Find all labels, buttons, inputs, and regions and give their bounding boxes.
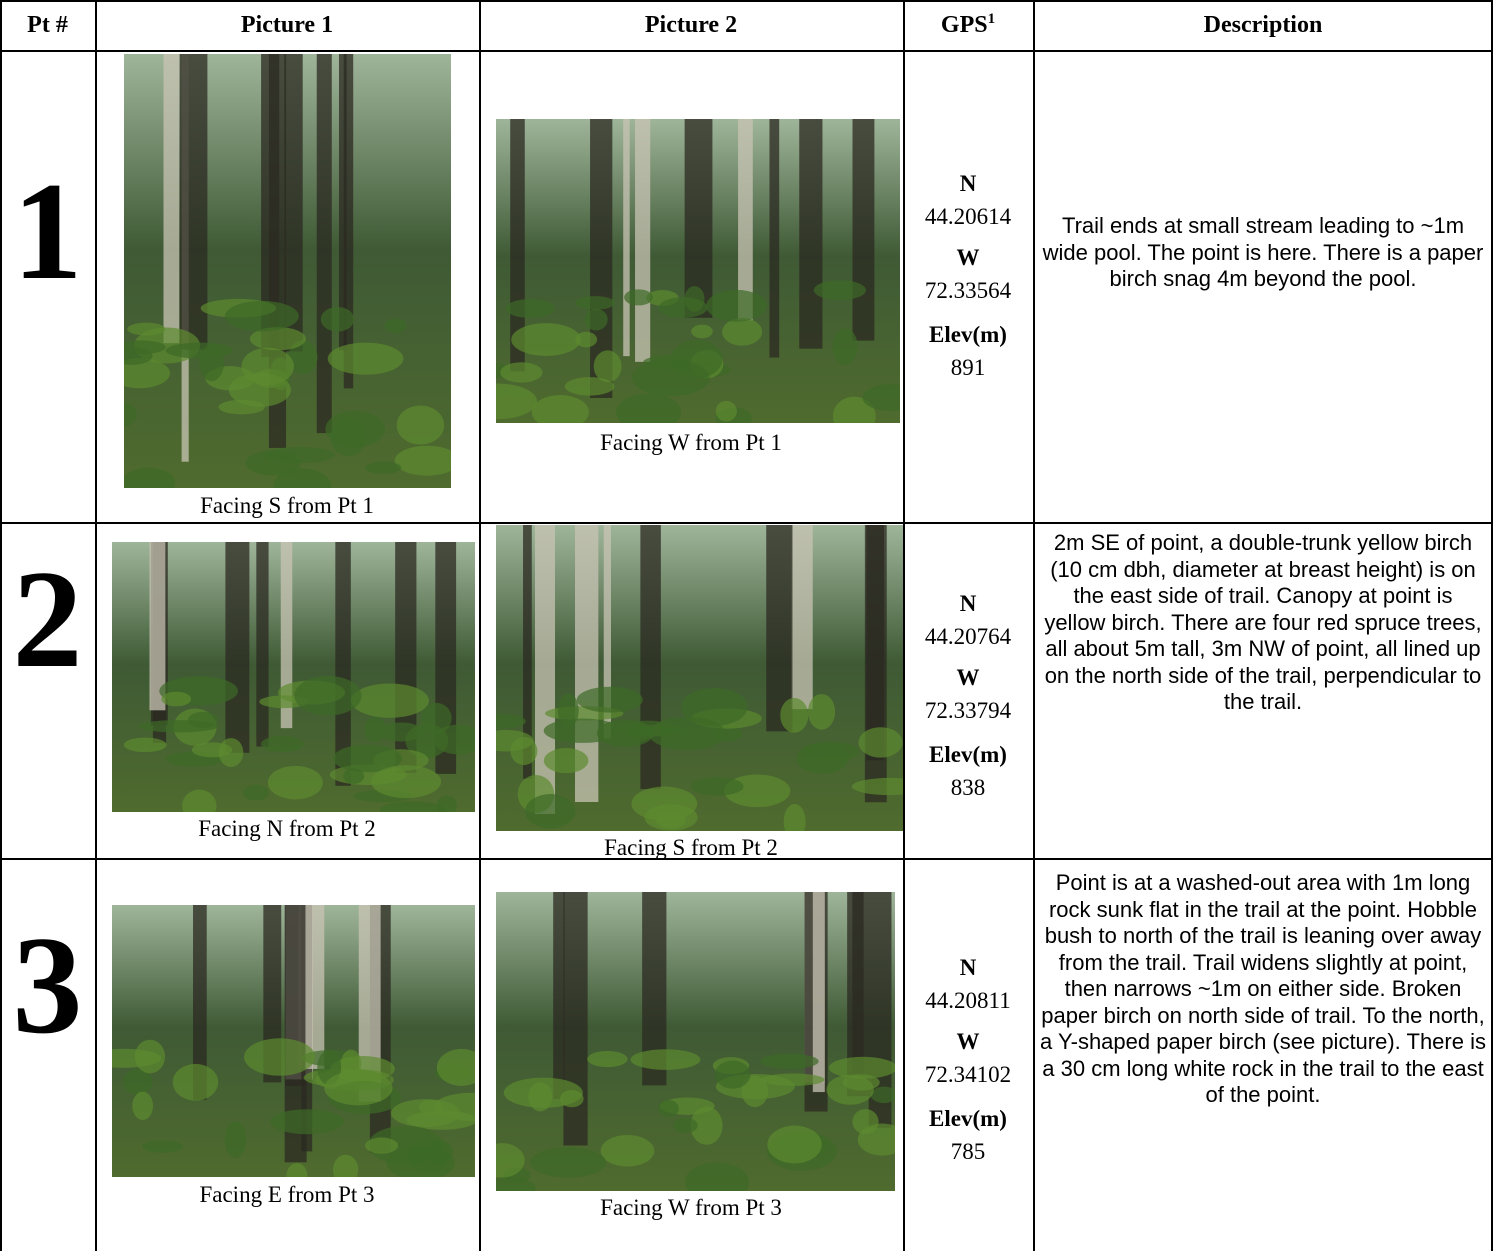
- column-header: GPS1: [940, 11, 996, 39]
- photo: [496, 892, 895, 1191]
- column-header: Picture 1: [240, 12, 334, 38]
- table-border: [0, 0, 2, 1251]
- gps-value: 785: [950, 1139, 986, 1164]
- table-border: [0, 522, 1493, 524]
- table-border: [903, 0, 905, 1251]
- gps-label: N: [959, 171, 977, 196]
- column-header: Pt #: [27, 12, 68, 38]
- column-header: Picture 2: [644, 12, 738, 38]
- table-border: [95, 0, 97, 1251]
- table-border: [479, 0, 481, 1251]
- gps-value: 891: [950, 355, 986, 380]
- gps-label: W: [956, 665, 980, 690]
- gps-cell: N 44.20811 W 72.34102 Elev(m) 785: [903, 951, 1033, 1168]
- table-border: [1033, 0, 1035, 1251]
- photo: [496, 119, 900, 423]
- gps-label: Elev(m): [929, 1106, 1007, 1131]
- gps-cell: N 44.20614 W 72.33564 Elev(m) 891: [903, 167, 1033, 384]
- gps-label: N: [959, 591, 977, 616]
- gps-value: 72.33794: [924, 698, 1012, 723]
- gps-label: Elev(m): [929, 742, 1007, 767]
- gps-value: 44.20764: [924, 624, 1012, 649]
- photo-caption: Facing W from Pt 3: [600, 1195, 782, 1220]
- gps-value: 72.34102: [924, 1062, 1012, 1087]
- photo: [112, 542, 475, 812]
- gps-label: W: [956, 1029, 980, 1054]
- photo-caption: Facing S from Pt 2: [604, 835, 778, 860]
- photo: [496, 525, 903, 831]
- gps-value: 72.33564: [924, 278, 1012, 303]
- table-border: [0, 0, 1493, 2]
- description: 2m SE of point, a double-trunk yellow bi…: [1044, 530, 1482, 714]
- photo-caption: Facing N from Pt 2: [198, 816, 376, 841]
- point-number: 3: [12, 908, 83, 1063]
- column-header: Description: [1203, 12, 1323, 38]
- gps-value: 838: [950, 775, 986, 800]
- gps-label: W: [956, 245, 980, 270]
- gps-label: Elev(m): [929, 322, 1007, 347]
- table-border: [0, 858, 1493, 860]
- description: Point is at a washed-out area with 1m lo…: [1040, 870, 1486, 1107]
- photo: [112, 905, 475, 1177]
- gps-cell: N 44.20764 W 72.33794 Elev(m) 838: [903, 587, 1033, 804]
- table-border: [1491, 0, 1493, 1251]
- photo-caption: Facing W from Pt 1: [600, 430, 782, 455]
- point-number: 2: [12, 542, 83, 697]
- gps-value: 44.20811: [925, 988, 1011, 1013]
- photo-caption: Facing S from Pt 1: [200, 493, 374, 518]
- photo: [124, 54, 451, 488]
- footnote-mark: 1: [987, 11, 996, 27]
- gps-value: 44.20614: [924, 204, 1012, 229]
- gps-label: N: [959, 955, 977, 980]
- point-number: 1: [12, 154, 83, 309]
- photo-caption: Facing E from Pt 3: [199, 1182, 375, 1207]
- description: Trail ends at small stream leading to ~1…: [1042, 213, 1484, 291]
- table-border: [0, 50, 1493, 52]
